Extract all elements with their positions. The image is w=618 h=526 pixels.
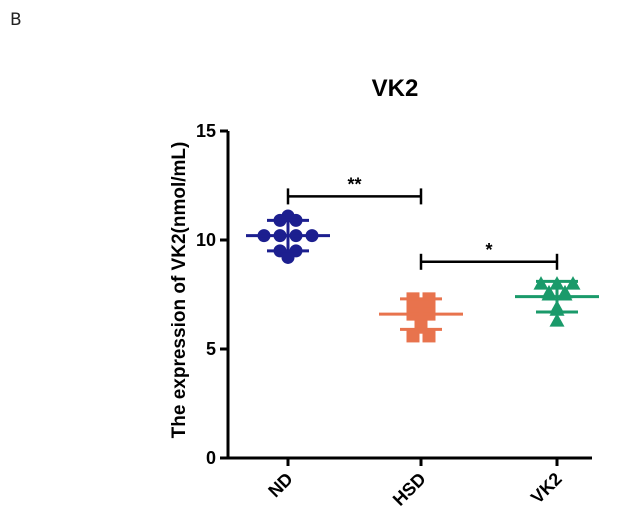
x-tick-label: HSD <box>389 469 430 510</box>
x-tick-label: VK2 <box>527 469 566 508</box>
significance-label: * <box>485 240 492 260</box>
significance-label: ** <box>347 174 361 194</box>
x-tick-label: ND <box>264 469 297 502</box>
data-point <box>549 313 565 327</box>
panel-label: B <box>10 10 22 30</box>
data-point <box>281 250 295 264</box>
y-tick-label: 0 <box>206 448 216 468</box>
data-points <box>257 209 581 343</box>
y-axis-label: The expression of VK2(nmol/mL) <box>169 142 190 439</box>
data-point <box>422 329 436 343</box>
y-tick-label: 5 <box>206 339 216 359</box>
error-bars <box>246 218 599 331</box>
data-point <box>406 329 420 343</box>
chart-title: VK2 <box>372 75 419 102</box>
y-tick-label: 10 <box>196 230 216 250</box>
significance-brackets: *** <box>286 174 559 270</box>
y-tick-label: 15 <box>196 121 216 141</box>
